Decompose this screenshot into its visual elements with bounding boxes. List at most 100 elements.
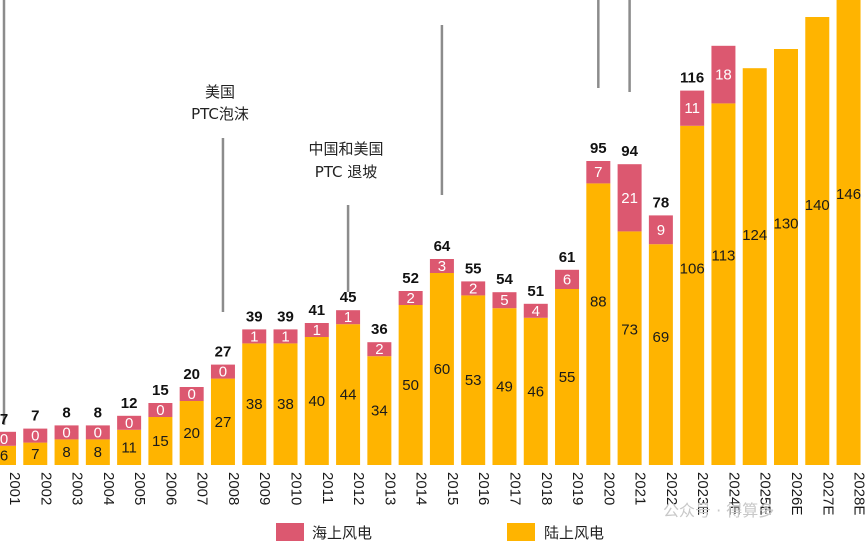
label-onshore-2010: 38 — [277, 396, 294, 413]
x-tick-2025E: 2025E — [757, 472, 774, 515]
annotation-us-ptc-line1: 美国 — [205, 83, 235, 101]
x-tick-2010: 2010 — [288, 472, 305, 505]
label-offshore-2010: 1 — [281, 328, 289, 345]
label-total-2011: 41 — [308, 302, 325, 319]
label-onshore-2017: 49 — [496, 379, 513, 396]
label-offshore-2011: 1 — [313, 322, 321, 339]
watermark: 公众号 · 得算多 — [663, 501, 774, 520]
bar-onshore-2009 — [242, 343, 267, 465]
label-onshore-2025E: 124 — [742, 227, 767, 244]
bar-offshore-2007 — [179, 387, 204, 401]
legend-label-onshore: 陆上风电 — [544, 524, 604, 542]
label-onshore-2020: 88 — [590, 294, 607, 311]
label-onshore-2005: 11 — [121, 439, 137, 456]
label-onshore-2014: 50 — [402, 377, 419, 394]
bar-offshore-2022 — [648, 215, 673, 245]
label-total-2020: 95 — [590, 140, 607, 157]
label-offshore-2014: 2 — [406, 290, 414, 307]
bar-offshore-2021 — [617, 164, 642, 232]
label-total-2022: 78 — [653, 194, 670, 211]
label-offshore-2009: 1 — [250, 328, 258, 345]
bar-onshore-2025E — [742, 68, 767, 465]
label-onshore-2011: 40 — [308, 393, 325, 410]
label-onshore-2019: 55 — [559, 369, 576, 386]
label-total-2014: 52 — [402, 270, 419, 287]
bar-offshore-2001 — [0, 431, 16, 446]
bar-onshore-2024E — [711, 103, 736, 466]
bar-offshore-2010 — [273, 329, 298, 344]
label-onshore-2021: 73 — [621, 322, 638, 339]
bar-offshore-2017 — [492, 292, 517, 309]
label-offshore-2013: 2 — [375, 341, 383, 358]
bar-onshore-2012 — [336, 324, 361, 465]
annotation-cn-us-ptc-line1: 中国和美国 — [308, 140, 383, 158]
x-tick-2021: 2021 — [632, 472, 649, 505]
x-tick-2026E: 2026E — [788, 472, 805, 515]
x-tick-2007: 2007 — [194, 472, 211, 505]
label-offshore-2008: 0 — [219, 364, 227, 381]
bar-offshore-2019 — [555, 269, 580, 289]
label-onshore-2004: 8 — [94, 444, 102, 461]
label-onshore-2006: 15 — [152, 433, 169, 450]
label-total-2005: 12 — [121, 395, 138, 412]
bar-onshore-2027E — [805, 17, 830, 465]
bar-offshore-2005 — [117, 415, 142, 430]
bar-onshore-2004 — [85, 439, 110, 465]
x-tick-2004: 2004 — [100, 472, 117, 505]
bar-offshore-2008 — [210, 364, 235, 379]
label-offshore-2002: 0 — [31, 428, 39, 445]
x-tick-2005: 2005 — [131, 472, 148, 505]
x-tick-2024E: 2024E — [725, 472, 742, 515]
x-tick-2019: 2019 — [569, 472, 586, 505]
label-onshore-2012: 44 — [340, 387, 357, 404]
label-offshore-2023E: 11 — [684, 100, 700, 117]
bar-onshore-2017 — [492, 308, 517, 465]
bar-offshore-2013 — [367, 342, 392, 357]
bar-onshore-2019 — [555, 289, 580, 465]
x-tick-2016: 2016 — [475, 472, 492, 505]
legend-swatch-onshore — [507, 523, 535, 541]
label-total-2016: 55 — [465, 260, 482, 277]
x-tick-2023E: 2023E — [694, 472, 711, 515]
bar-onshore-2010 — [273, 343, 298, 465]
label-offshore-2019: 6 — [563, 271, 571, 288]
label-onshore-2003: 8 — [62, 444, 70, 461]
label-total-2023E: 116 — [680, 70, 704, 87]
x-tick-2011: 2011 — [319, 472, 336, 504]
bar-onshore-2005 — [117, 429, 142, 465]
label-offshore-2020: 7 — [594, 164, 602, 181]
x-tick-2028E: 2028E — [851, 472, 867, 515]
label-offshore-2018: 4 — [532, 303, 540, 320]
label-offshore-2003: 0 — [62, 424, 70, 441]
bar-offshore-2024E — [711, 45, 736, 104]
label-total-2013: 36 — [371, 321, 388, 338]
x-tick-2008: 2008 — [225, 472, 242, 505]
x-axis: 2001 2002 2003 2004 2005 2006 2007 2008 2009 2010… — [6, 472, 867, 515]
label-onshore-2024E: 113 — [711, 247, 735, 264]
bar-offshore-2009 — [242, 329, 267, 344]
label-total-2003: 8 — [62, 404, 70, 421]
legend-swatch-offshore — [276, 523, 304, 541]
bar-offshore-2018 — [523, 303, 548, 318]
bar-onshore-2026E — [774, 49, 798, 465]
label-total-2001: 7 — [0, 411, 8, 428]
bar-onshore-2001 — [0, 445, 16, 465]
label-total-2015: 64 — [434, 238, 451, 255]
x-tick-2020: 2020 — [600, 472, 617, 505]
bar-onshore-2028E — [836, 0, 861, 466]
bar-onshore-2014 — [398, 305, 423, 465]
bar-onshore-2016 — [461, 295, 486, 465]
x-tick-2002: 2002 — [37, 472, 54, 505]
x-tick-2014: 2014 — [413, 472, 430, 505]
x-tick-2017: 2017 — [506, 472, 523, 505]
annotation-us-ptc-line2: PTC泡沫 — [191, 105, 249, 123]
label-onshore-2007: 20 — [183, 425, 200, 442]
x-tick-2001: 2001 — [6, 472, 23, 505]
bar-onshore-2023E — [680, 125, 705, 466]
label-total-2012: 45 — [340, 289, 357, 306]
bar-onshore-2021 — [617, 231, 642, 465]
label-offshore-2012: 1 — [344, 309, 352, 326]
bar-offshore-2023E — [680, 90, 705, 126]
label-total-2008: 27 — [215, 344, 232, 361]
